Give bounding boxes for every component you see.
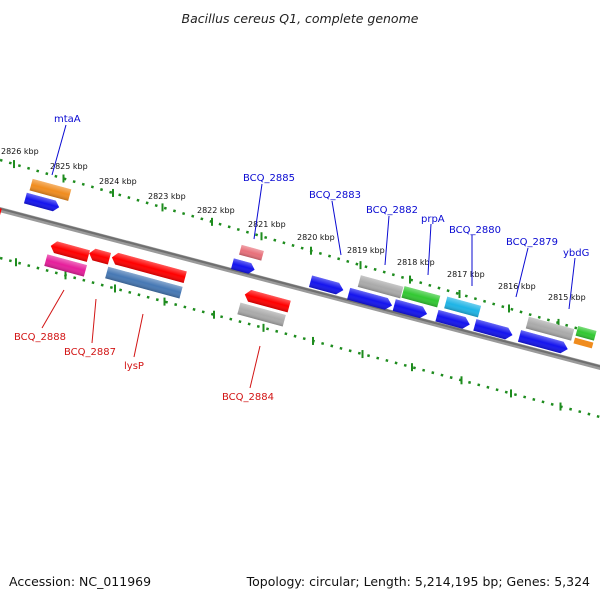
major-ticks xyxy=(13,160,562,411)
forward-strand xyxy=(23,178,597,354)
gene-label-ybdG[interactable]: ybdG xyxy=(563,248,589,259)
genome-backbone xyxy=(0,207,600,370)
forward-labels: mtaA BCQ_2885 BCQ_2883 BCQ_2882 prpA BCQ… xyxy=(51,114,589,310)
kbp-label: 2821 kbp xyxy=(248,220,286,229)
kbp-label: 2820 kbp xyxy=(297,233,335,242)
gene-label-BCQ_2882[interactable]: BCQ_2882 xyxy=(366,205,418,216)
kbp-label: 2817 kbp xyxy=(447,270,485,279)
kbp-label: 2824 kbp xyxy=(99,177,137,186)
kbp-label: 2815 kbp xyxy=(548,293,586,302)
kbp-label: 2819 kbp xyxy=(347,246,385,255)
kbp-label: 2826 kbp xyxy=(1,147,39,156)
gene-label-BCQ_2885[interactable]: BCQ_2885 xyxy=(243,173,295,184)
gene-label-BCQ_2888[interactable]: BCQ_2888 xyxy=(14,332,66,343)
gene-label-prpA[interactable]: prpA xyxy=(421,214,445,225)
kbp-label: 2823 kbp xyxy=(148,192,186,201)
gene-label-BCQ_2880[interactable]: BCQ_2880 xyxy=(449,225,501,236)
accession-text: Accession: NC_011969 xyxy=(9,574,151,589)
kbp-label: 2818 kbp xyxy=(397,258,435,267)
kbp-label: 2825 kbp xyxy=(50,162,88,171)
gene-feature[interactable] xyxy=(0,207,2,219)
genome-summary-text: Topology: circular; Length: 5,214,195 bp… xyxy=(246,574,590,589)
gene-label-BCQ_2879[interactable]: BCQ_2879 xyxy=(506,237,558,248)
kbp-label: 2822 kbp xyxy=(197,206,235,215)
map-title: Bacillus cereus Q1, complete genome xyxy=(182,11,419,26)
gene-feature[interactable] xyxy=(573,337,594,349)
gene-label-BCQ_2883[interactable]: BCQ_2883 xyxy=(309,190,361,201)
gene-label-BCQ_2884[interactable]: BCQ_2884 xyxy=(222,392,274,403)
kbp-scale: 2826 kbp 2825 kbp 2824 kbp 2823 kbp 2822… xyxy=(1,147,586,302)
gene-label-lysP[interactable]: lysP xyxy=(124,361,144,372)
kbp-label: 2816 kbp xyxy=(498,282,536,291)
gene-label-BCQ_2887[interactable]: BCQ_2887 xyxy=(64,347,116,358)
gene-label-mtaA[interactable]: mtaA xyxy=(54,114,81,125)
reverse-strand xyxy=(0,207,291,327)
reverse-labels: BCQ_2888 BCQ_2887 lysP BCQ_2884 xyxy=(14,289,274,403)
